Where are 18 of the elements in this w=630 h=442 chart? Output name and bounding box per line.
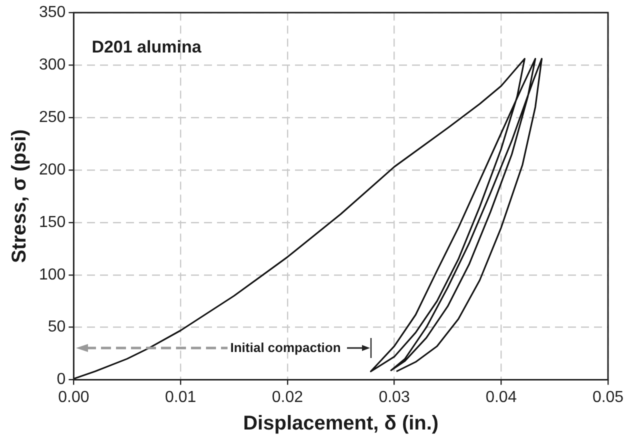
y-tick-label: 50 <box>48 318 66 336</box>
x-tick-label: 0.03 <box>378 388 410 406</box>
y-tick-label: 0 <box>56 371 66 388</box>
y-tick-label: 350 <box>38 4 66 22</box>
y-tick-label: 300 <box>38 56 66 74</box>
x-axis-title: Displacement, δ (in.) <box>243 412 439 435</box>
y-tick-label: 200 <box>38 161 66 178</box>
x-tick-label: 0.05 <box>592 388 624 406</box>
annotation: Initial compaction <box>230 340 341 355</box>
y-tick-label: 100 <box>38 266 66 284</box>
x-tick-label: 0.04 <box>486 388 517 406</box>
x-tick-label: 0.02 <box>272 388 304 406</box>
y-tick-label: 250 <box>38 108 66 126</box>
annotation: D201 alumina <box>92 37 202 56</box>
y-tick-label: 150 <box>38 214 66 231</box>
y-axis-title: Stress, σ (psi) <box>8 129 31 264</box>
x-tick-label: 0.00 <box>58 388 90 406</box>
x-tick-label: 0.01 <box>164 388 196 406</box>
